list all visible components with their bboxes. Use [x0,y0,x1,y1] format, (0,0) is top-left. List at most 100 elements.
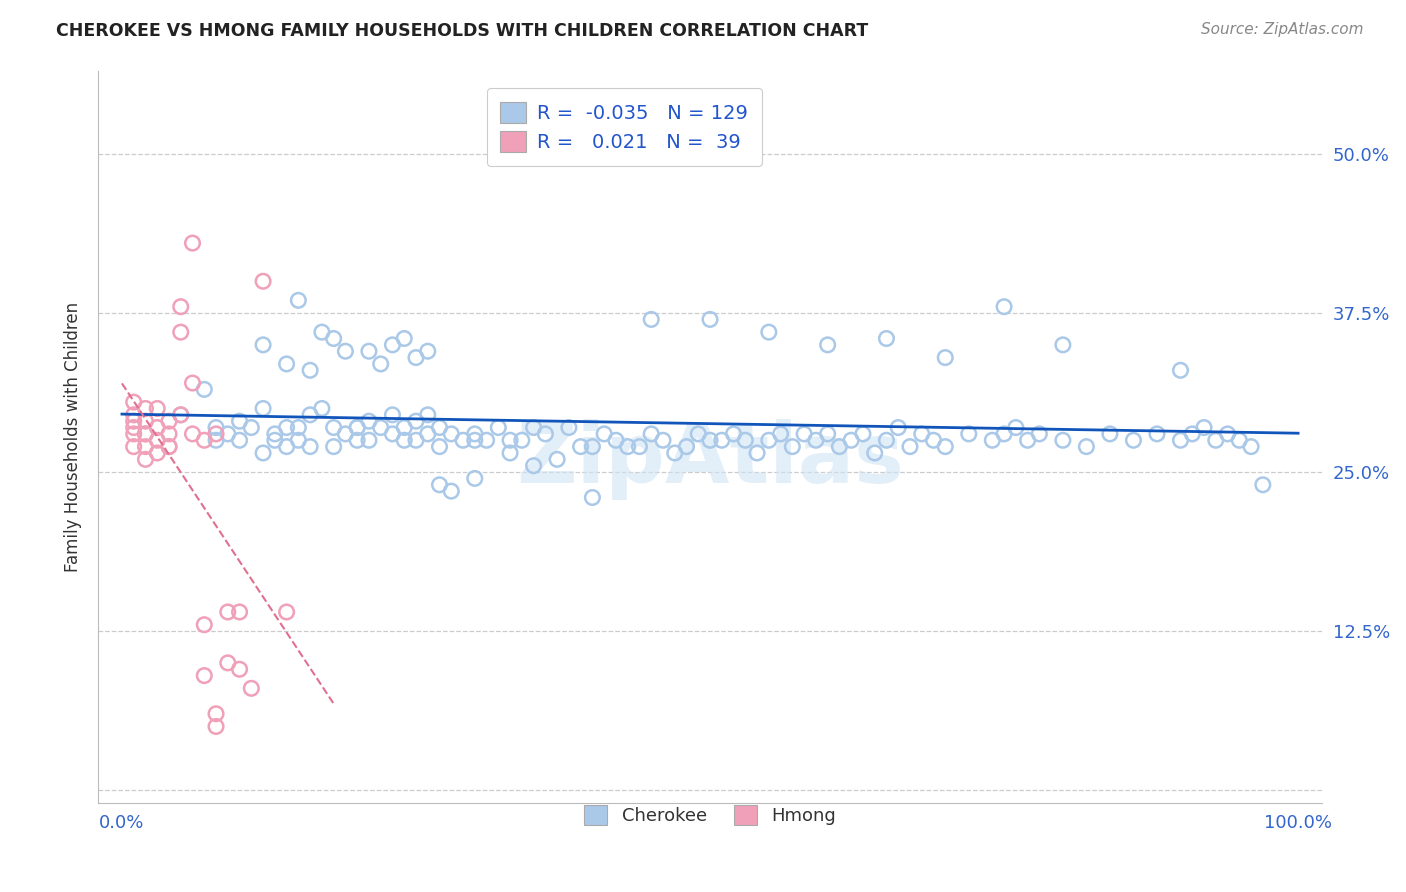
Point [828,440,851,454]
Point [322,331,344,345]
Point [745,446,768,460]
Point [852,426,875,441]
Point [581,440,603,454]
Point [546,452,568,467]
Point [699,312,721,326]
Point [205,426,228,441]
Point [616,440,638,454]
Point [405,414,427,428]
Point [1052,338,1074,352]
Point [157,440,180,454]
Point [558,420,581,434]
Point [357,434,380,448]
Point [276,605,298,619]
Point [1251,477,1274,491]
Point [157,440,180,454]
Point [993,300,1015,314]
Y-axis label: Family Households with Children: Family Households with Children [63,302,82,572]
Point [793,426,815,441]
Point [170,325,193,339]
Point [311,401,333,416]
Point [440,484,463,499]
Point [370,420,392,434]
Point [1170,363,1192,377]
Point [299,408,322,422]
Point [146,401,169,416]
Point [510,434,533,448]
Point [205,719,228,733]
Point [240,420,263,434]
Point [863,446,886,460]
Point [405,351,427,365]
Point [534,426,557,441]
Point [486,420,509,434]
Point [1170,434,1192,448]
Legend: Cherokee, Hmong: Cherokee, Hmong [571,792,849,838]
Point [464,434,486,448]
Point [416,426,439,441]
Point [322,420,344,434]
Point [817,426,839,441]
Point [993,426,1015,441]
Point [217,426,239,441]
Point [122,440,145,454]
Point [1146,426,1168,441]
Point [875,331,897,345]
Point [181,376,204,390]
Point [1098,426,1121,441]
Point [252,274,274,288]
Point [782,440,804,454]
Point [322,440,344,454]
Point [263,426,285,441]
Point [1181,426,1204,441]
Point [170,408,193,422]
Point [934,440,956,454]
Point [193,434,215,448]
Point [276,440,298,454]
Point [875,434,897,448]
Point [392,420,415,434]
Point [475,434,498,448]
Point [699,434,721,448]
Point [134,440,156,454]
Point [416,344,439,359]
Point [122,420,145,434]
Point [122,408,145,422]
Point [217,605,239,619]
Point [381,426,404,441]
Point [640,426,662,441]
Point [170,408,193,422]
Point [628,440,651,454]
Point [440,426,463,441]
Point [252,401,274,416]
Point [134,414,156,428]
Point [1240,440,1263,454]
Point [758,434,780,448]
Point [769,426,792,441]
Point [499,434,522,448]
Point [346,420,368,434]
Point [392,434,415,448]
Point [605,434,627,448]
Point [911,426,934,441]
Point [252,446,274,460]
Point [710,434,733,448]
Point [1052,434,1074,448]
Point [193,617,215,632]
Point [429,420,451,434]
Point [205,706,228,721]
Point [464,471,486,485]
Point [416,408,439,422]
Point [1017,434,1039,448]
Text: ZipAtlas: ZipAtlas [516,418,904,500]
Point [181,426,204,441]
Point [451,434,474,448]
Point [122,395,145,409]
Point [887,420,910,434]
Point [134,401,156,416]
Point [392,331,415,345]
Point [464,426,486,441]
Point [652,434,675,448]
Point [252,338,274,352]
Point [181,236,204,251]
